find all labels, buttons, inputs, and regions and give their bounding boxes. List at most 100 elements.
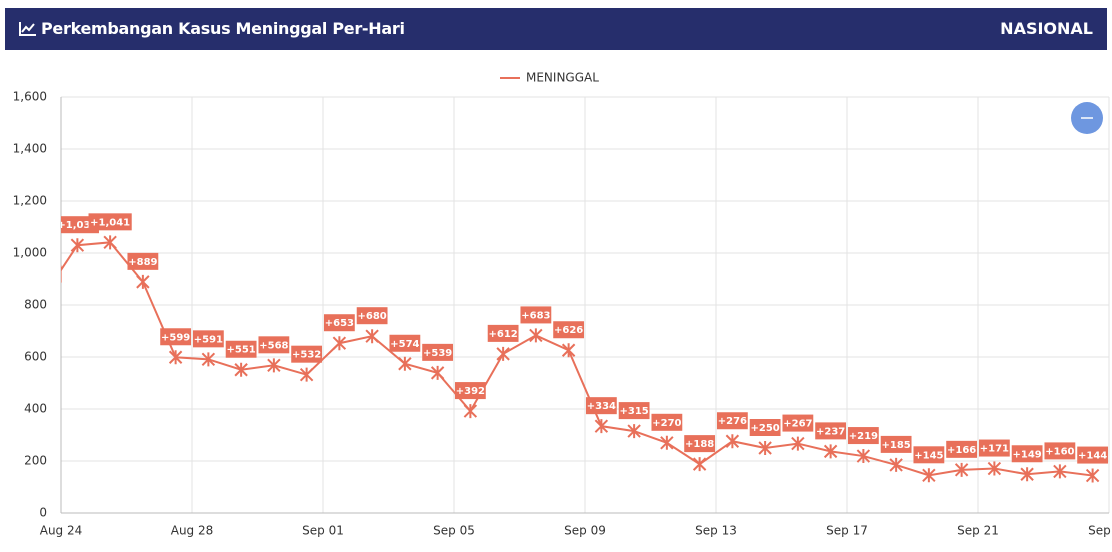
value-label-box <box>520 306 552 324</box>
value-label: +626 <box>554 325 583 336</box>
value-label-box <box>323 314 355 332</box>
value-label: +568 <box>259 340 288 351</box>
point-marker <box>922 468 936 483</box>
point-marker <box>692 457 707 472</box>
value-label-box <box>978 439 1010 457</box>
value-label-box <box>487 324 519 342</box>
point-marker <box>168 350 183 365</box>
value-label-box <box>618 402 650 420</box>
value-label: +334 <box>587 401 616 412</box>
point-marker <box>856 449 871 464</box>
value-label-box <box>127 252 159 270</box>
header-bar: Perkembangan Kasus Meninggal Per-Hari NA… <box>5 8 1107 50</box>
value-label-box <box>454 382 486 400</box>
point-marker <box>398 356 412 371</box>
value-label: +599 <box>161 332 190 343</box>
value-label-box <box>749 419 781 436</box>
point-marker <box>660 435 674 450</box>
x-tick-label: Sep 01 <box>302 524 344 538</box>
series-line <box>61 241 1093 477</box>
value-label: +653 <box>325 318 354 329</box>
value-label: +551 <box>226 345 255 356</box>
value-label-box <box>1011 445 1043 463</box>
value-label-box <box>880 435 912 453</box>
point-marker <box>529 328 543 343</box>
point-marker <box>758 441 772 455</box>
value-label-box <box>192 330 224 348</box>
value-label: +250 <box>750 423 779 434</box>
value-label: +166 <box>947 445 976 456</box>
value-label: +145 <box>914 450 943 461</box>
value-label: +171 <box>980 444 1009 455</box>
value-label-box <box>356 307 388 325</box>
value-label-box <box>160 328 192 346</box>
y-tick-label: 400 <box>24 402 47 416</box>
point-marker <box>299 367 314 382</box>
x-tick-label: Aug 28 <box>171 524 214 538</box>
value-label-box <box>913 446 945 464</box>
point-marker <box>70 238 85 253</box>
point-marker <box>889 457 903 472</box>
point-marker <box>1085 468 1100 483</box>
x-tick-label: Sep 13 <box>695 524 737 538</box>
y-tick-label: 1,000 <box>13 246 47 260</box>
value-label-box <box>422 343 454 361</box>
value-label-box <box>1077 446 1109 464</box>
value-label-box <box>585 397 617 415</box>
value-label-box <box>225 340 257 358</box>
value-label: +612 <box>488 329 517 340</box>
y-tick-label: 800 <box>24 298 47 312</box>
point-marker <box>234 362 248 377</box>
y-tick-label: 1,400 <box>13 142 47 156</box>
x-tick-label: Aug 24 <box>40 524 83 538</box>
point-marker <box>103 235 117 250</box>
value-label: +149 <box>1012 449 1041 460</box>
point-marker <box>463 404 478 419</box>
point-marker <box>332 336 347 351</box>
value-label: +1,041 <box>90 217 130 228</box>
point-marker <box>823 444 838 459</box>
value-label: +1,030 <box>57 220 97 231</box>
x-tick-label: Sep 25 <box>1088 524 1112 538</box>
value-label: +188 <box>685 439 714 450</box>
value-label-box <box>553 321 585 339</box>
value-label: +392 <box>456 386 485 397</box>
point-marker <box>136 274 150 289</box>
point-marker <box>627 424 641 439</box>
header-title: Perkembangan Kasus Meninggal Per-Hari <box>41 19 405 38</box>
point-marker <box>365 329 379 344</box>
value-label-box <box>716 412 748 430</box>
value-label: +270 <box>652 418 681 429</box>
point-marker <box>594 419 609 434</box>
value-label-box <box>258 336 290 354</box>
point-marker <box>791 436 805 451</box>
value-label: +315 <box>619 406 648 417</box>
value-label-box <box>651 413 683 431</box>
value-label: +683 <box>521 310 550 321</box>
legend-label: MENINGGAL <box>526 71 599 85</box>
y-tick-label: 1,600 <box>13 90 47 104</box>
point-marker <box>496 346 510 361</box>
value-label-box <box>684 435 716 453</box>
header-region: NASIONAL <box>1000 19 1093 38</box>
point-marker <box>267 358 281 373</box>
value-label: +276 <box>718 416 747 427</box>
value-label-box <box>389 334 421 352</box>
chart-icon <box>19 22 36 36</box>
value-label: +219 <box>849 431 878 442</box>
point-marker <box>725 434 740 449</box>
value-label-box <box>291 345 323 363</box>
y-tick-label: 200 <box>24 454 47 468</box>
value-label-box <box>847 427 879 445</box>
y-tick-label: 600 <box>24 350 47 364</box>
value-label: +574 <box>390 339 419 350</box>
x-tick-label: Sep 21 <box>957 524 999 538</box>
point-marker <box>201 352 216 367</box>
value-label-box <box>815 422 847 440</box>
value-label: +532 <box>292 350 321 361</box>
value-label: +680 <box>357 311 386 322</box>
point-marker <box>1020 467 1034 482</box>
value-label: +539 <box>423 348 452 359</box>
